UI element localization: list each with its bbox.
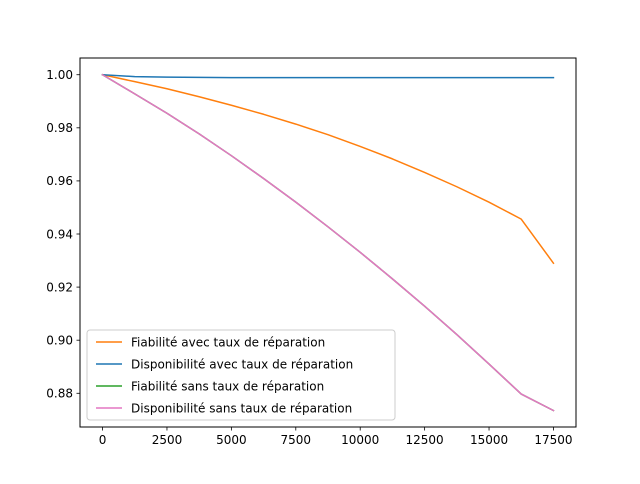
legend-label-3: Fiabilité sans taux de réparation	[131, 379, 324, 393]
legend-label-2: Disponibilité avec taux de réparation	[131, 357, 353, 371]
y-tick-label: 0.92	[46, 280, 73, 294]
x-tick-label: 12500	[406, 433, 444, 447]
x-tick-label: 15000	[470, 433, 508, 447]
plot-frame	[79, 57, 577, 428]
x-tick-label: 2500	[152, 433, 183, 447]
series-layer	[101, 73, 555, 412]
y-tick-label: 0.88	[46, 387, 73, 401]
x-tick-label: 7500	[281, 433, 312, 447]
y-tick-label: 0.98	[46, 121, 73, 135]
series-line-1	[101, 73, 555, 265]
legend-label-1: Fiabilité avec taux de réparation	[131, 335, 325, 349]
legend-box	[86, 329, 396, 421]
y-axis: 0.88 0.90 0.92 0.94 0.96 0.98 1.00	[46, 68, 80, 401]
series-line-2	[101, 73, 555, 79]
x-tick-label: 10000	[341, 433, 379, 447]
y-tick-label: 1.00	[46, 68, 73, 82]
x-axis: 0 2500 5000 7500 10000 12500 15000 17500	[99, 427, 573, 447]
series-line-4	[101, 73, 555, 412]
x-tick-label: 17500	[534, 433, 572, 447]
legend-label-4: Disponibilité sans taux de réparation	[131, 401, 352, 415]
legend: Fiabilité avec taux de réparation Disponi…	[86, 329, 396, 421]
y-tick-label: 0.94	[46, 227, 73, 241]
x-tick-label: 5000	[216, 433, 247, 447]
x-tick-label: 0	[99, 433, 107, 447]
y-tick-label: 0.90	[46, 333, 73, 347]
y-tick-label: 0.96	[46, 174, 73, 188]
